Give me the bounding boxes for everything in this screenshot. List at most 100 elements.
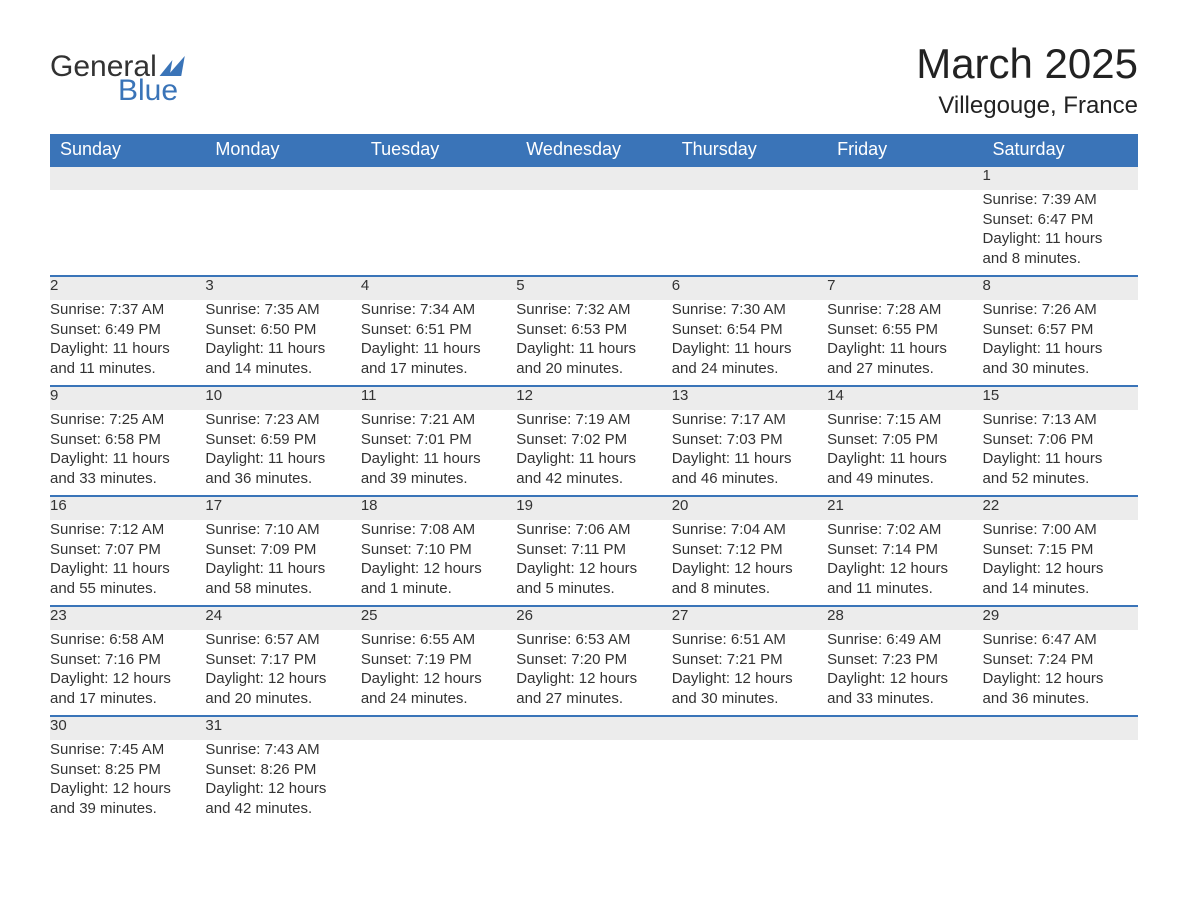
day-number-cell: 3 — [205, 276, 360, 300]
day-sunset: Sunset: 7:05 PM — [827, 430, 982, 450]
day-number-cell — [827, 166, 982, 190]
day-number-cell: 10 — [205, 386, 360, 410]
day-number-cell: 28 — [827, 606, 982, 630]
logo-sail-icon — [167, 56, 185, 76]
day-sunset: Sunset: 7:19 PM — [361, 650, 516, 670]
day-sunset: Sunset: 6:51 PM — [361, 320, 516, 340]
day-dl1: Daylight: 11 hours — [205, 559, 360, 579]
day-sunrise: Sunrise: 6:55 AM — [361, 630, 516, 650]
day-dl1: Daylight: 11 hours — [516, 339, 671, 359]
day-number-cell: 25 — [361, 606, 516, 630]
daynum-row: 1 — [50, 166, 1138, 190]
weekday-header: Saturday — [983, 134, 1138, 166]
day-number-cell: 22 — [983, 496, 1138, 520]
day-dl2: and 27 minutes. — [827, 359, 982, 379]
day-dl1: Daylight: 12 hours — [205, 669, 360, 689]
day-number-cell — [205, 166, 360, 190]
day-dl1: Daylight: 11 hours — [983, 449, 1138, 469]
day-dl2: and 58 minutes. — [205, 579, 360, 599]
day-detail-cell: Sunrise: 7:28 AMSunset: 6:55 PMDaylight:… — [827, 300, 982, 386]
weekday-header: Monday — [205, 134, 360, 166]
day-sunset: Sunset: 8:25 PM — [50, 760, 205, 780]
day-detail-cell: Sunrise: 7:21 AMSunset: 7:01 PMDaylight:… — [361, 410, 516, 496]
brand-logo: General Blue — [50, 40, 183, 106]
day-sunrise: Sunrise: 7:43 AM — [205, 740, 360, 760]
page-header: General Blue March 2025 Villegouge, Fran… — [50, 40, 1138, 120]
day-dl1: Daylight: 12 hours — [672, 669, 827, 689]
day-number-cell — [983, 716, 1138, 740]
day-dl2: and 52 minutes. — [983, 469, 1138, 489]
day-detail-cell: Sunrise: 7:32 AMSunset: 6:53 PMDaylight:… — [516, 300, 671, 386]
day-number-cell — [672, 716, 827, 740]
day-sunrise: Sunrise: 6:57 AM — [205, 630, 360, 650]
day-detail-cell — [672, 190, 827, 276]
day-dl1: Daylight: 12 hours — [672, 559, 827, 579]
day-dl1: Daylight: 11 hours — [50, 449, 205, 469]
day-sunrise: Sunrise: 7:02 AM — [827, 520, 982, 540]
day-number-cell: 6 — [672, 276, 827, 300]
day-detail-cell: Sunrise: 6:51 AMSunset: 7:21 PMDaylight:… — [672, 630, 827, 716]
day-number-cell: 16 — [50, 496, 205, 520]
day-number-cell: 11 — [361, 386, 516, 410]
daynum-row: 9101112131415 — [50, 386, 1138, 410]
day-detail-cell — [827, 190, 982, 276]
day-dl1: Daylight: 11 hours — [205, 339, 360, 359]
day-detail-cell: Sunrise: 6:53 AMSunset: 7:20 PMDaylight:… — [516, 630, 671, 716]
day-sunrise: Sunrise: 7:37 AM — [50, 300, 205, 320]
day-detail-cell — [827, 740, 982, 826]
day-sunrise: Sunrise: 7:04 AM — [672, 520, 827, 540]
day-detail-cell: Sunrise: 6:49 AMSunset: 7:23 PMDaylight:… — [827, 630, 982, 716]
day-dl2: and 42 minutes. — [205, 799, 360, 819]
day-number-cell: 18 — [361, 496, 516, 520]
day-sunset: Sunset: 7:16 PM — [50, 650, 205, 670]
day-detail-cell: Sunrise: 7:15 AMSunset: 7:05 PMDaylight:… — [827, 410, 982, 496]
day-dl2: and 39 minutes. — [50, 799, 205, 819]
day-detail-cell: Sunrise: 7:08 AMSunset: 7:10 PMDaylight:… — [361, 520, 516, 606]
day-sunrise: Sunrise: 7:32 AM — [516, 300, 671, 320]
title-block: March 2025 Villegouge, France — [916, 40, 1138, 120]
day-dl2: and 33 minutes. — [50, 469, 205, 489]
day-detail-cell: Sunrise: 7:37 AMSunset: 6:49 PMDaylight:… — [50, 300, 205, 386]
detail-row: Sunrise: 7:25 AMSunset: 6:58 PMDaylight:… — [50, 410, 1138, 496]
day-sunrise: Sunrise: 7:30 AM — [672, 300, 827, 320]
day-detail-cell: Sunrise: 7:35 AMSunset: 6:50 PMDaylight:… — [205, 300, 360, 386]
day-sunrise: Sunrise: 7:39 AM — [983, 190, 1138, 210]
detail-row: Sunrise: 6:58 AMSunset: 7:16 PMDaylight:… — [50, 630, 1138, 716]
day-detail-cell: Sunrise: 7:25 AMSunset: 6:58 PMDaylight:… — [50, 410, 205, 496]
day-dl1: Daylight: 12 hours — [983, 559, 1138, 579]
day-detail-cell: Sunrise: 7:39 AMSunset: 6:47 PMDaylight:… — [983, 190, 1138, 276]
day-dl2: and 49 minutes. — [827, 469, 982, 489]
day-sunset: Sunset: 7:24 PM — [983, 650, 1138, 670]
day-sunrise: Sunrise: 6:49 AM — [827, 630, 982, 650]
day-dl2: and 5 minutes. — [516, 579, 671, 599]
day-dl1: Daylight: 12 hours — [516, 669, 671, 689]
day-detail-cell — [205, 190, 360, 276]
day-detail-cell — [516, 740, 671, 826]
day-dl1: Daylight: 11 hours — [361, 449, 516, 469]
day-detail-cell: Sunrise: 6:47 AMSunset: 7:24 PMDaylight:… — [983, 630, 1138, 716]
day-dl2: and 11 minutes. — [50, 359, 205, 379]
weekday-header: Wednesday — [516, 134, 671, 166]
day-sunrise: Sunrise: 7:34 AM — [361, 300, 516, 320]
detail-row: Sunrise: 7:45 AMSunset: 8:25 PMDaylight:… — [50, 740, 1138, 826]
day-dl1: Daylight: 11 hours — [827, 339, 982, 359]
day-number-cell: 21 — [827, 496, 982, 520]
day-sunset: Sunset: 7:09 PM — [205, 540, 360, 560]
day-dl1: Daylight: 11 hours — [983, 339, 1138, 359]
day-sunset: Sunset: 6:54 PM — [672, 320, 827, 340]
day-sunrise: Sunrise: 6:47 AM — [983, 630, 1138, 650]
day-sunset: Sunset: 7:23 PM — [827, 650, 982, 670]
day-dl2: and 17 minutes. — [50, 689, 205, 709]
day-detail-cell — [983, 740, 1138, 826]
day-dl1: Daylight: 11 hours — [983, 229, 1138, 249]
day-sunset: Sunset: 7:02 PM — [516, 430, 671, 450]
day-dl1: Daylight: 11 hours — [672, 339, 827, 359]
day-dl1: Daylight: 11 hours — [672, 449, 827, 469]
day-sunset: Sunset: 6:55 PM — [827, 320, 982, 340]
brand-word2: Blue — [50, 76, 183, 106]
day-number-cell: 30 — [50, 716, 205, 740]
day-number-cell: 9 — [50, 386, 205, 410]
day-number-cell: 19 — [516, 496, 671, 520]
day-number-cell: 4 — [361, 276, 516, 300]
day-detail-cell: Sunrise: 7:30 AMSunset: 6:54 PMDaylight:… — [672, 300, 827, 386]
